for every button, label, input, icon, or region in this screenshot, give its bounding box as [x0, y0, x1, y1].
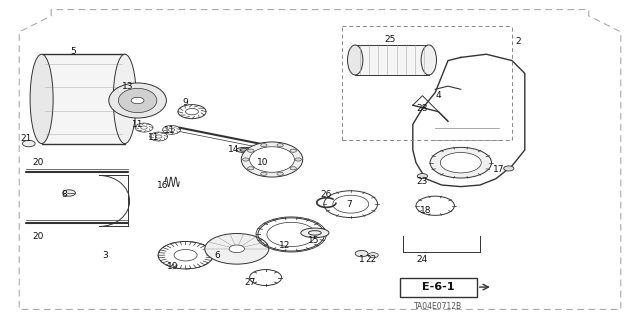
- Ellipse shape: [205, 234, 269, 264]
- Circle shape: [440, 152, 481, 173]
- Circle shape: [504, 166, 514, 171]
- Circle shape: [355, 250, 368, 257]
- Text: 20: 20: [33, 158, 44, 167]
- Text: 11: 11: [148, 133, 159, 142]
- Text: 2: 2: [516, 37, 521, 46]
- Circle shape: [131, 97, 144, 104]
- Ellipse shape: [236, 147, 253, 152]
- Text: 9: 9: [183, 98, 188, 107]
- Text: 8: 8: [61, 190, 67, 199]
- Ellipse shape: [118, 88, 157, 113]
- Text: 5: 5: [71, 47, 76, 56]
- Ellipse shape: [30, 54, 53, 144]
- Circle shape: [248, 167, 254, 170]
- Circle shape: [295, 158, 301, 161]
- Text: 21: 21: [20, 134, 31, 143]
- Text: E-6-1: E-6-1: [422, 282, 454, 292]
- Text: 10: 10: [257, 158, 268, 167]
- Text: 28: 28: [417, 104, 428, 113]
- Circle shape: [260, 172, 267, 175]
- Text: 24: 24: [417, 256, 428, 264]
- Text: 3: 3: [103, 251, 108, 260]
- Text: 15: 15: [308, 236, 319, 245]
- Text: 26: 26: [321, 190, 332, 199]
- Circle shape: [168, 128, 175, 131]
- Text: TA04E0712B: TA04E0712B: [414, 302, 463, 311]
- Circle shape: [290, 167, 296, 170]
- Text: 17: 17: [493, 165, 505, 174]
- Circle shape: [156, 135, 162, 138]
- Circle shape: [248, 149, 254, 152]
- Text: 16: 16: [157, 181, 169, 189]
- Ellipse shape: [301, 228, 329, 238]
- Text: 1: 1: [359, 256, 364, 264]
- Circle shape: [22, 140, 35, 147]
- Circle shape: [368, 253, 378, 258]
- Circle shape: [229, 245, 244, 253]
- Circle shape: [417, 174, 428, 179]
- Text: 6: 6: [215, 251, 220, 260]
- Text: 11: 11: [164, 126, 175, 135]
- Bar: [400, 278, 477, 297]
- Text: 11: 11: [132, 120, 143, 129]
- Bar: [42, 54, 125, 144]
- Circle shape: [63, 190, 76, 196]
- Circle shape: [141, 126, 147, 129]
- Text: 14: 14: [228, 145, 239, 154]
- Circle shape: [260, 144, 267, 147]
- Ellipse shape: [241, 142, 303, 177]
- Circle shape: [277, 144, 284, 147]
- Circle shape: [290, 149, 296, 152]
- Ellipse shape: [113, 54, 136, 144]
- Text: 18: 18: [420, 206, 431, 215]
- Text: 20: 20: [33, 232, 44, 241]
- Circle shape: [277, 172, 284, 175]
- Text: 27: 27: [244, 278, 255, 287]
- Ellipse shape: [250, 147, 294, 172]
- Circle shape: [243, 158, 249, 161]
- Ellipse shape: [348, 45, 363, 75]
- Bar: [355, 45, 429, 75]
- Circle shape: [430, 147, 492, 178]
- Text: 7: 7: [346, 200, 351, 209]
- Text: 19: 19: [167, 262, 179, 271]
- Ellipse shape: [109, 83, 166, 118]
- Text: 25: 25: [385, 35, 396, 44]
- Text: 13: 13: [122, 82, 134, 91]
- Text: 4: 4: [436, 91, 441, 100]
- Text: 22: 22: [365, 256, 377, 264]
- Text: 12: 12: [279, 241, 291, 250]
- Ellipse shape: [421, 45, 436, 75]
- Circle shape: [174, 249, 197, 261]
- Text: 23: 23: [417, 177, 428, 186]
